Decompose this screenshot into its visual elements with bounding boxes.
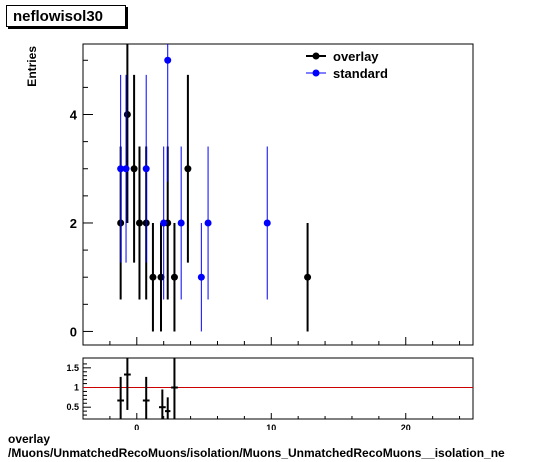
data-point	[157, 273, 165, 281]
data-point	[204, 219, 212, 227]
data-point	[263, 219, 271, 227]
ratio-y-tick-label: 1	[74, 383, 79, 393]
series-standard	[117, 44, 271, 332]
legend-label-overlay: overlay	[333, 49, 379, 64]
data-point	[117, 165, 125, 173]
data-point	[149, 273, 157, 281]
ratio-x-tick-label: 10	[266, 423, 276, 430]
main-plot-frame	[82, 43, 474, 346]
ratio-x-tick-label: 20	[401, 423, 411, 430]
data-point	[130, 165, 138, 173]
main-y-axis-label: Entries	[25, 46, 39, 87]
chart-title: neflowisol30	[13, 8, 104, 25]
series-overlay	[117, 44, 312, 332]
caption-line-1: overlay	[8, 432, 51, 446]
main-y-tick-label: 0	[70, 324, 77, 339]
data-point	[160, 219, 168, 227]
data-point	[135, 219, 143, 227]
data-point	[177, 219, 185, 227]
legend-marker	[312, 52, 320, 60]
data-point	[197, 273, 205, 281]
ratio-series	[117, 358, 178, 419]
data-point	[304, 273, 312, 281]
ratio-y-tick-label: 1.5	[66, 363, 79, 373]
legend-marker	[312, 69, 320, 77]
data-point	[164, 56, 172, 64]
ratio-plot-frame	[82, 357, 474, 420]
data-point	[184, 165, 192, 173]
data-point	[123, 111, 131, 119]
plot-canvas: 0 2 4 Entries overlay standard 0.5 1 1.5 0 10 20	[25, 43, 474, 430]
ratio-x-tick-label: 0	[134, 423, 139, 430]
data-point	[142, 165, 150, 173]
legend-label-standard: standard	[333, 66, 388, 81]
main-y-tick-label: 2	[70, 216, 77, 231]
ratio-y-tick-label: 0.5	[66, 402, 79, 412]
chart-title-box: neflowisol30	[6, 5, 126, 27]
caption-line-2: /Muons/UnmatchedRecoMuons/isolation/Muon…	[8, 446, 505, 460]
main-y-tick-label: 4	[70, 108, 78, 123]
data-point	[122, 165, 130, 173]
data-point	[170, 273, 178, 281]
